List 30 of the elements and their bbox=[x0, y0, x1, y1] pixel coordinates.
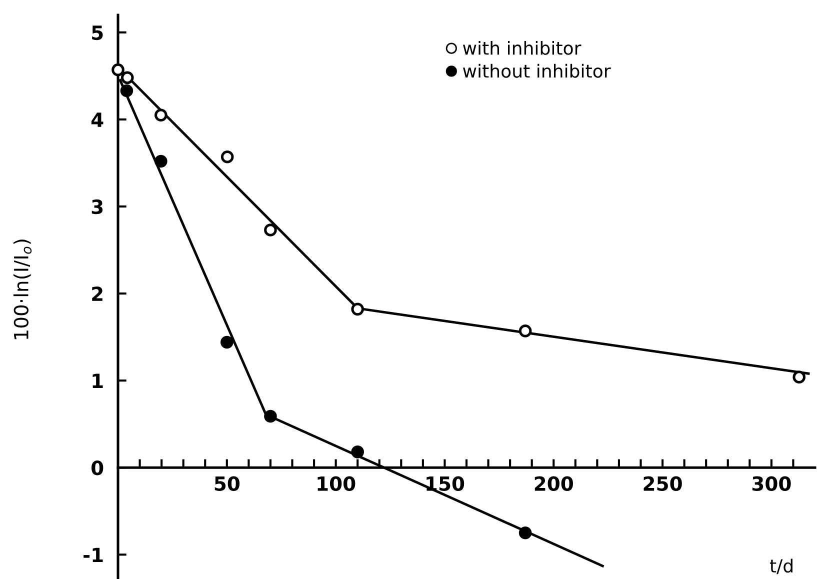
point bbox=[264, 224, 277, 236]
point bbox=[518, 526, 532, 540]
point bbox=[120, 71, 134, 84]
point bbox=[220, 150, 234, 164]
x-tick-label: 200 bbox=[534, 476, 573, 491]
y-tick-label: 5 bbox=[92, 26, 103, 40]
x-axis-title: t/d bbox=[770, 558, 792, 574]
point bbox=[792, 370, 806, 384]
point bbox=[154, 154, 168, 168]
point bbox=[220, 336, 234, 349]
legend-label: without inhibitor bbox=[463, 64, 611, 78]
legend-label: with inhibitor bbox=[463, 40, 582, 55]
point bbox=[112, 63, 124, 76]
y-tick-label: 4 bbox=[91, 112, 104, 127]
point bbox=[518, 324, 532, 338]
y-tick-label: 1 bbox=[92, 374, 103, 388]
x-tick-label: 250 bbox=[644, 476, 682, 491]
y-tick-label: -1 bbox=[84, 548, 103, 562]
y-tick-label: 2 bbox=[92, 286, 102, 301]
y-tick-label: 3 bbox=[92, 199, 103, 214]
point bbox=[351, 446, 364, 458]
y-tick-label: 0 bbox=[92, 460, 104, 476]
y-axis-title: 100·ln(I/I$_{o}$) bbox=[13, 240, 32, 340]
point bbox=[264, 410, 277, 423]
x-tick-label: 300 bbox=[752, 476, 791, 491]
point bbox=[351, 302, 364, 316]
point bbox=[154, 108, 168, 122]
x-tick-label: 50 bbox=[214, 476, 240, 491]
point bbox=[120, 84, 134, 98]
x-tick-label: 100 bbox=[318, 476, 356, 491]
